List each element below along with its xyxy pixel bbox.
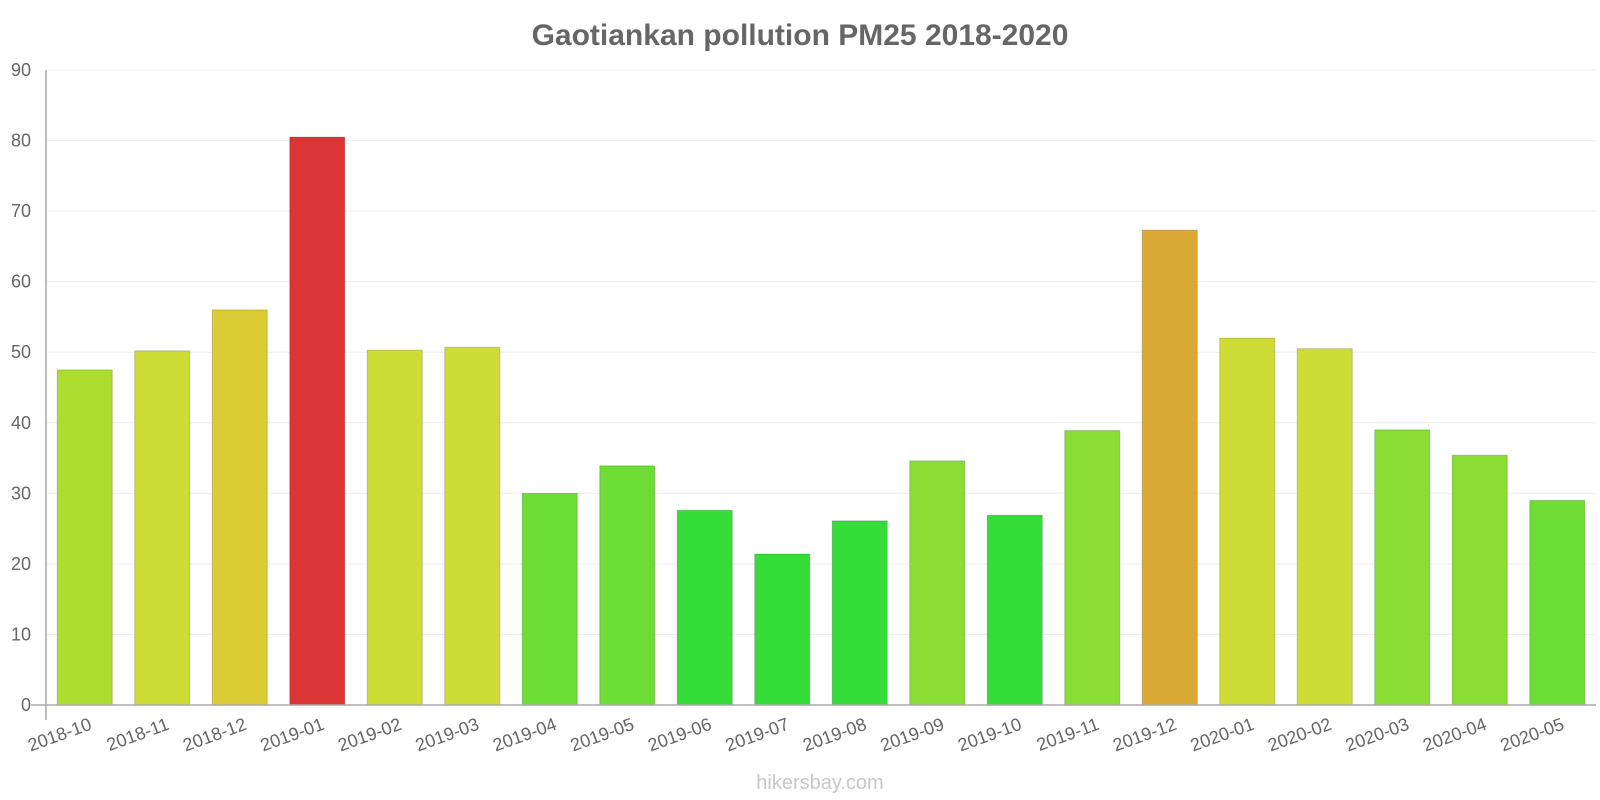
x-tick-label: 2020-02: [1265, 714, 1334, 755]
bar-2020-04[interactable]: [1451, 454, 1508, 706]
bar-2019-05[interactable]: [599, 465, 656, 706]
x-tick-label: 2019-03: [413, 714, 482, 755]
bar-2019-01[interactable]: [289, 136, 346, 706]
x-tick-label: 2018-12: [180, 714, 249, 755]
bars-layer: [56, 136, 1586, 706]
x-tick-label: 2019-07: [723, 714, 792, 755]
axes-layer: [31, 70, 1596, 720]
x-tick-label: 2020-01: [1188, 714, 1257, 755]
x-tick-label: 2019-11: [1034, 714, 1102, 755]
x-tick-label: 2020-04: [1420, 714, 1489, 755]
bar-2019-04[interactable]: [521, 492, 578, 706]
bar-2018-10[interactable]: [56, 369, 113, 706]
bar-2020-03[interactable]: [1374, 429, 1431, 706]
bar-2019-09[interactable]: [909, 460, 966, 706]
bar-2019-02[interactable]: [366, 349, 423, 706]
bar-2018-11[interactable]: [134, 350, 191, 706]
x-tick-label: 2019-04: [490, 714, 559, 755]
x-tick-label: 2019-05: [568, 714, 637, 755]
bar-2020-05[interactable]: [1529, 499, 1586, 706]
y-tick-label: 60: [11, 272, 31, 292]
y-tick-label: 10: [11, 624, 31, 644]
watermark: hikersbay.com: [756, 772, 883, 794]
grid-layer: [46, 69, 1596, 635]
x-tick-label: 2019-06: [645, 714, 714, 755]
x-tick-label: 2018-11: [104, 714, 172, 755]
bar-2019-07[interactable]: [754, 553, 811, 706]
bar-2019-08[interactable]: [831, 520, 888, 706]
bar-2020-01[interactable]: [1219, 337, 1276, 706]
x-tick-label: 2019-08: [800, 714, 869, 755]
chart-title: Gaotiankan pollution PM25 2018-2020: [532, 19, 1069, 52]
x-tick-label: 2018-10: [25, 714, 94, 755]
y-tick-labels: 0 10 20 30 40 50 60 70 80 90: [11, 60, 31, 715]
x-tick-label: 2019-10: [955, 714, 1024, 755]
y-tick-label: 50: [11, 342, 31, 362]
y-tick-label: 20: [11, 554, 31, 574]
x-tick-label: 2020-03: [1343, 714, 1412, 755]
y-tick-label: 80: [11, 131, 31, 151]
y-tick-label: 70: [11, 201, 31, 221]
bar-2019-10[interactable]: [986, 514, 1043, 706]
bar-2020-02[interactable]: [1296, 348, 1353, 706]
x-tick-label: 2019-01: [258, 714, 327, 755]
y-tick-label: 90: [11, 60, 31, 80]
x-tick-label: 2019-02: [335, 714, 404, 755]
x-tick-label: 2020-05: [1498, 714, 1567, 755]
y-tick-label: 40: [11, 413, 31, 433]
x-tick-label: 2019-12: [1110, 714, 1179, 755]
bar-2019-03[interactable]: [444, 346, 501, 706]
x-tick-label: 2019-09: [878, 714, 947, 755]
bar-2019-11[interactable]: [1064, 430, 1121, 706]
y-tick-label: 30: [11, 483, 31, 503]
y-tick-label: 0: [21, 695, 31, 715]
x-tick-labels: 2018-10 2018-11 2018-12 2019-01 2019-02 2019-…: [25, 714, 1566, 755]
bar-2019-12[interactable]: [1141, 229, 1198, 706]
bar-2019-06[interactable]: [676, 509, 733, 706]
bar-2018-12[interactable]: [211, 309, 268, 706]
